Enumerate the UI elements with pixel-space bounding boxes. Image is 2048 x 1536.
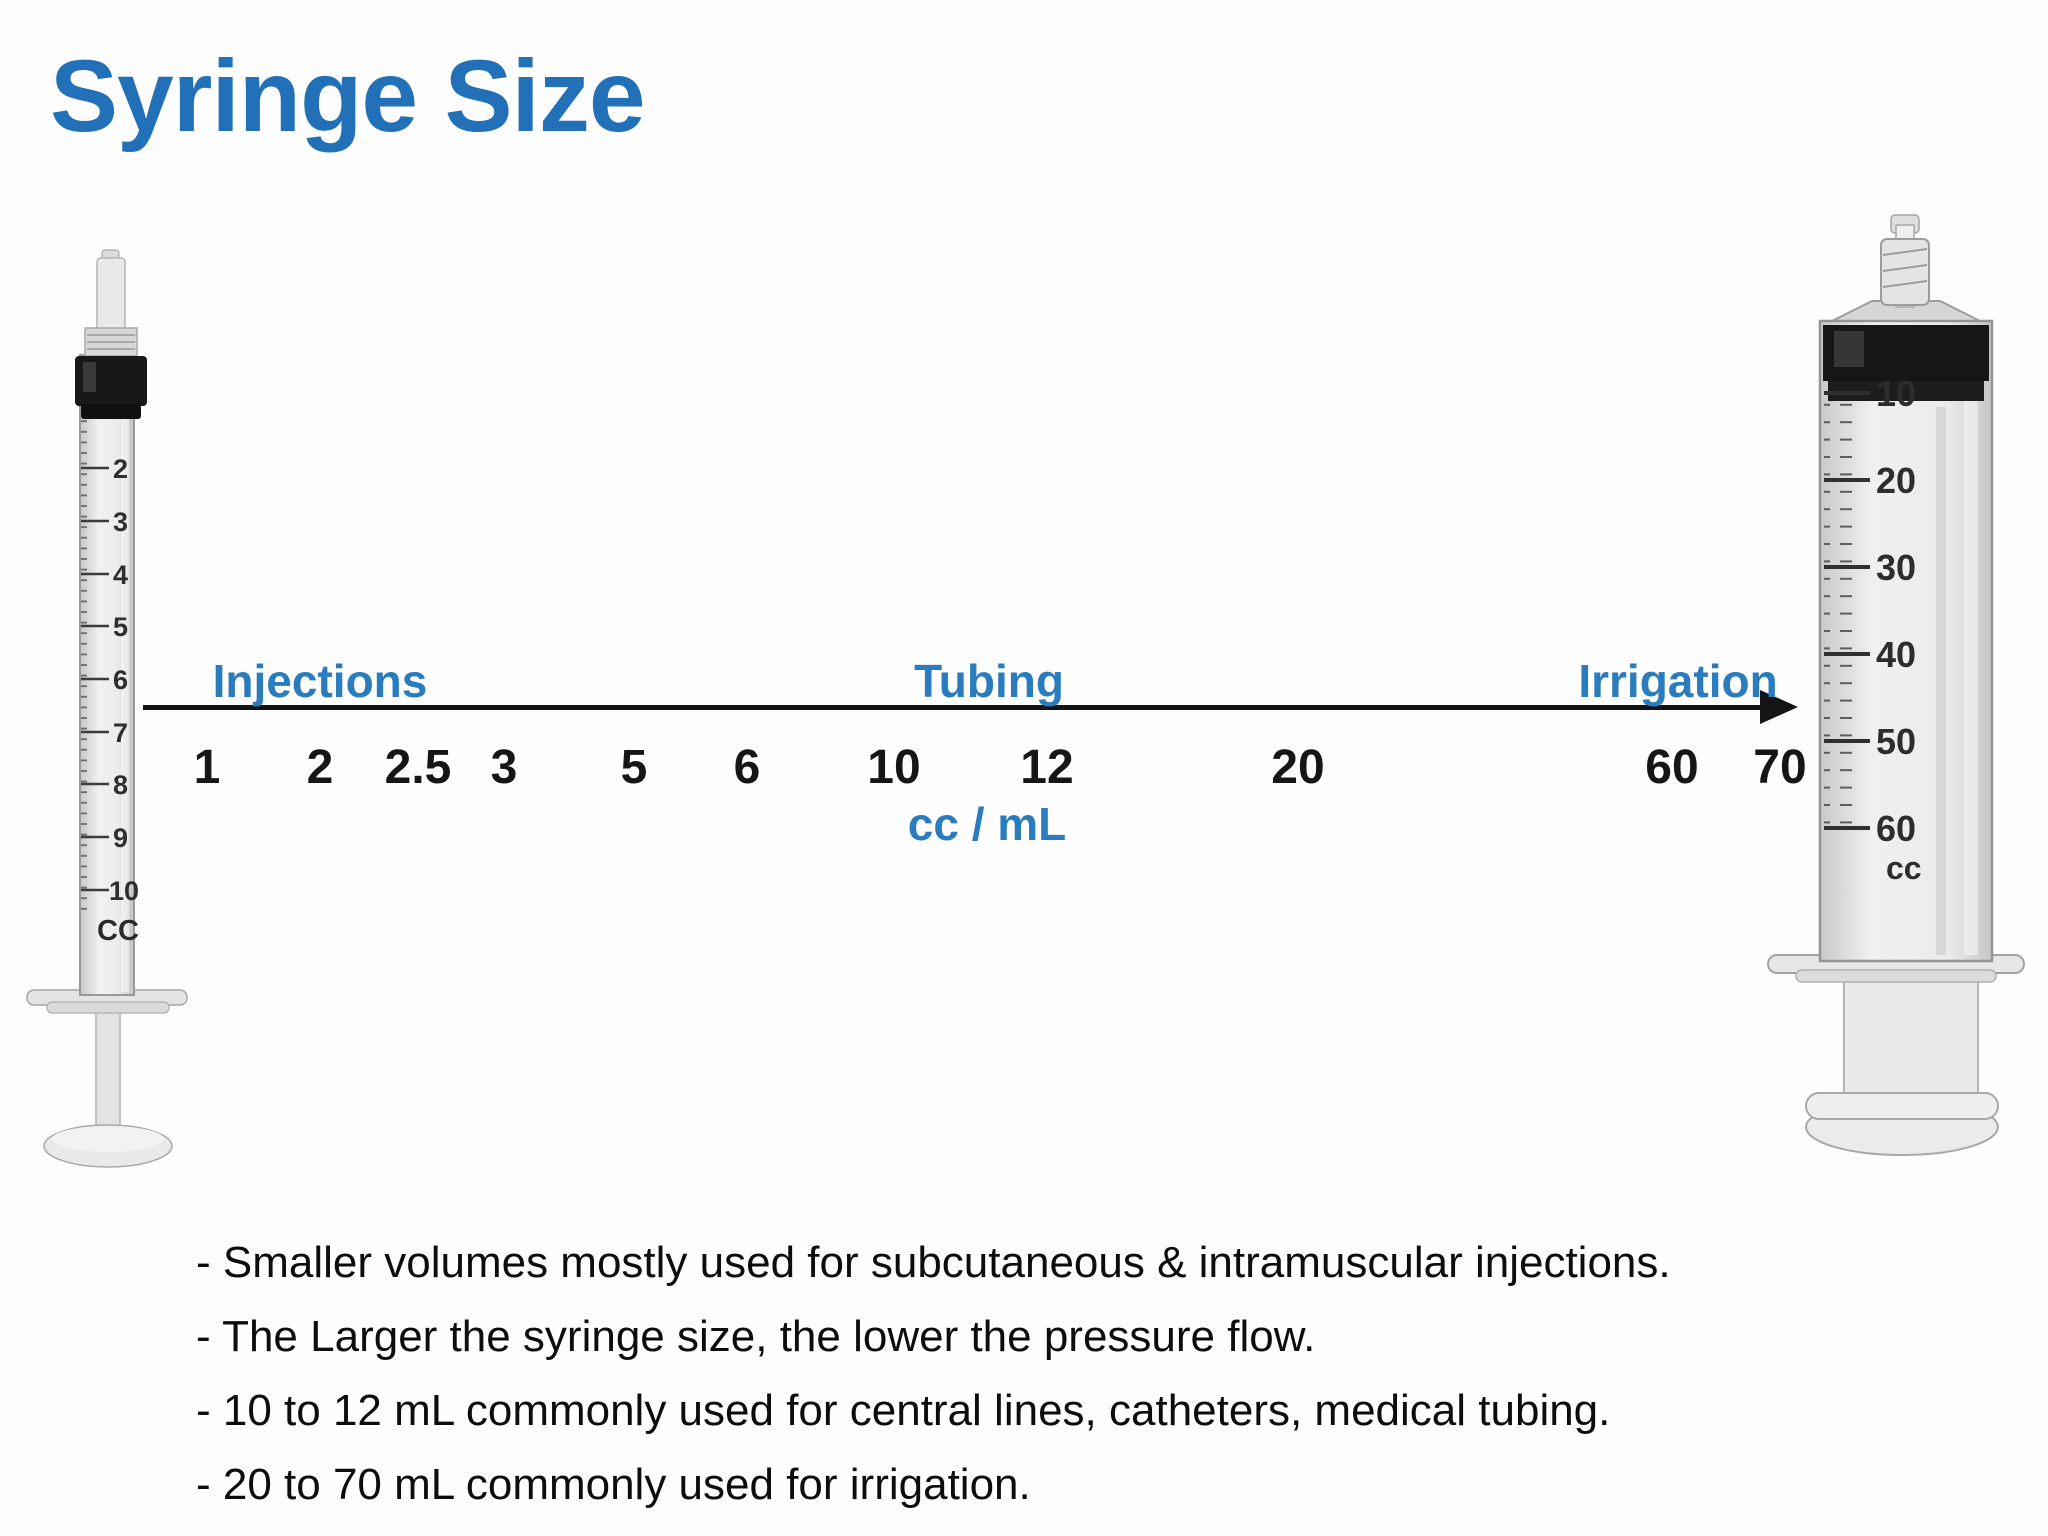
- scale-tick-5: 5: [620, 741, 648, 794]
- small-syringe-barrel-highlight: [121, 358, 129, 992]
- small-syringe-mark: 9: [113, 823, 128, 853]
- small-syringe-mark: 7: [113, 718, 128, 748]
- large-syringe-mark: 30: [1876, 547, 1916, 588]
- large-syringe-illustration: 10 20 30 40 50 60 cc: [1767, 214, 2025, 1156]
- small-syringe-mark: 4: [113, 560, 128, 590]
- large-syringe-graduations: 10 20 30 40 50 60 cc: [1824, 373, 1922, 886]
- small-syringe-mark: 3: [113, 507, 128, 537]
- scale-axis-arrowhead-icon: [1760, 690, 1798, 724]
- scale-tick-1: 1: [193, 741, 221, 794]
- large-syringe-inner-rod-shadow: [1936, 407, 1946, 955]
- small-syringe-mark: 10: [109, 876, 139, 906]
- small-syringe-mark: 8: [113, 770, 128, 800]
- scale-tick-70: 70: [1753, 741, 1807, 794]
- large-syringe-mark: 50: [1876, 721, 1916, 762]
- note-line-4: - 20 to 70 mL commonly used for irrigati…: [196, 1460, 1031, 1509]
- zone-label-injections: Injections: [212, 655, 428, 707]
- large-syringe-barrel-highlight: [1964, 327, 1978, 955]
- small-syringe-mark: 6: [113, 665, 128, 695]
- scale-tick-2: 2: [306, 741, 334, 794]
- page-title: Syringe Size: [50, 39, 646, 153]
- small-syringe-graduations: 2 3 4 5 6 7 8 9 10 CC: [81, 420, 139, 947]
- note-line-2: - The Larger the syringe size, the lower…: [196, 1312, 1316, 1361]
- scale-tick-12: 12: [1020, 741, 1074, 794]
- small-syringe-illustration: 2 3 4 5 6 7 8 9 10 CC: [26, 249, 188, 1168]
- small-syringe-plunger: [43, 1005, 173, 1168]
- small-syringe-mark: 5: [113, 612, 128, 642]
- scale-unit-label: cc / mL: [907, 798, 1067, 850]
- large-syringe-tip: [1819, 214, 1993, 328]
- notes-list: - Smaller volumes mostly used for subcut…: [196, 1226, 1671, 1522]
- large-syringe-mark: 40: [1876, 634, 1916, 675]
- large-syringe-mark: 60: [1876, 808, 1916, 849]
- note-line-3: - 10 to 12 mL commonly used for central …: [196, 1386, 1611, 1435]
- zone-label-irrigation: Irrigation: [1578, 655, 1778, 707]
- scale-axis-line: [143, 705, 1765, 710]
- large-syringe-mark: 20: [1876, 460, 1916, 501]
- scale-tick-60: 60: [1645, 741, 1699, 794]
- scale-tick-3: 3: [490, 741, 518, 794]
- small-syringe-mark: 2: [113, 454, 128, 484]
- large-syringe-plunger: [1805, 972, 1999, 1156]
- scale-tick-20: 20: [1271, 741, 1325, 794]
- large-syringe-stopper: [1823, 325, 1989, 401]
- large-syringe-unit-label: cc: [1886, 850, 1922, 886]
- large-syringe-mark: 10: [1876, 373, 1916, 414]
- zone-label-tubing: Tubing: [914, 655, 1064, 707]
- small-syringe-unit-label: CC: [97, 915, 139, 947]
- note-line-1: - Smaller volumes mostly used for subcut…: [196, 1238, 1671, 1287]
- scale-tick-10: 10: [867, 741, 921, 794]
- small-syringe-stopper: [75, 356, 147, 419]
- scale-tick-6: 6: [733, 741, 761, 794]
- scale-tick-2-5: 2.5: [384, 741, 452, 794]
- small-syringe-tip: [84, 249, 138, 357]
